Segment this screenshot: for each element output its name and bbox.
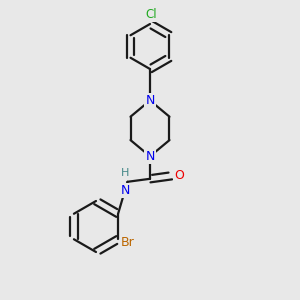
Text: N: N [120, 184, 130, 197]
Text: N: N [145, 150, 155, 163]
Text: Br: Br [121, 236, 135, 249]
Text: Cl: Cl [146, 8, 157, 21]
Text: O: O [174, 169, 184, 182]
Text: N: N [145, 94, 155, 107]
Text: H: H [121, 168, 129, 178]
